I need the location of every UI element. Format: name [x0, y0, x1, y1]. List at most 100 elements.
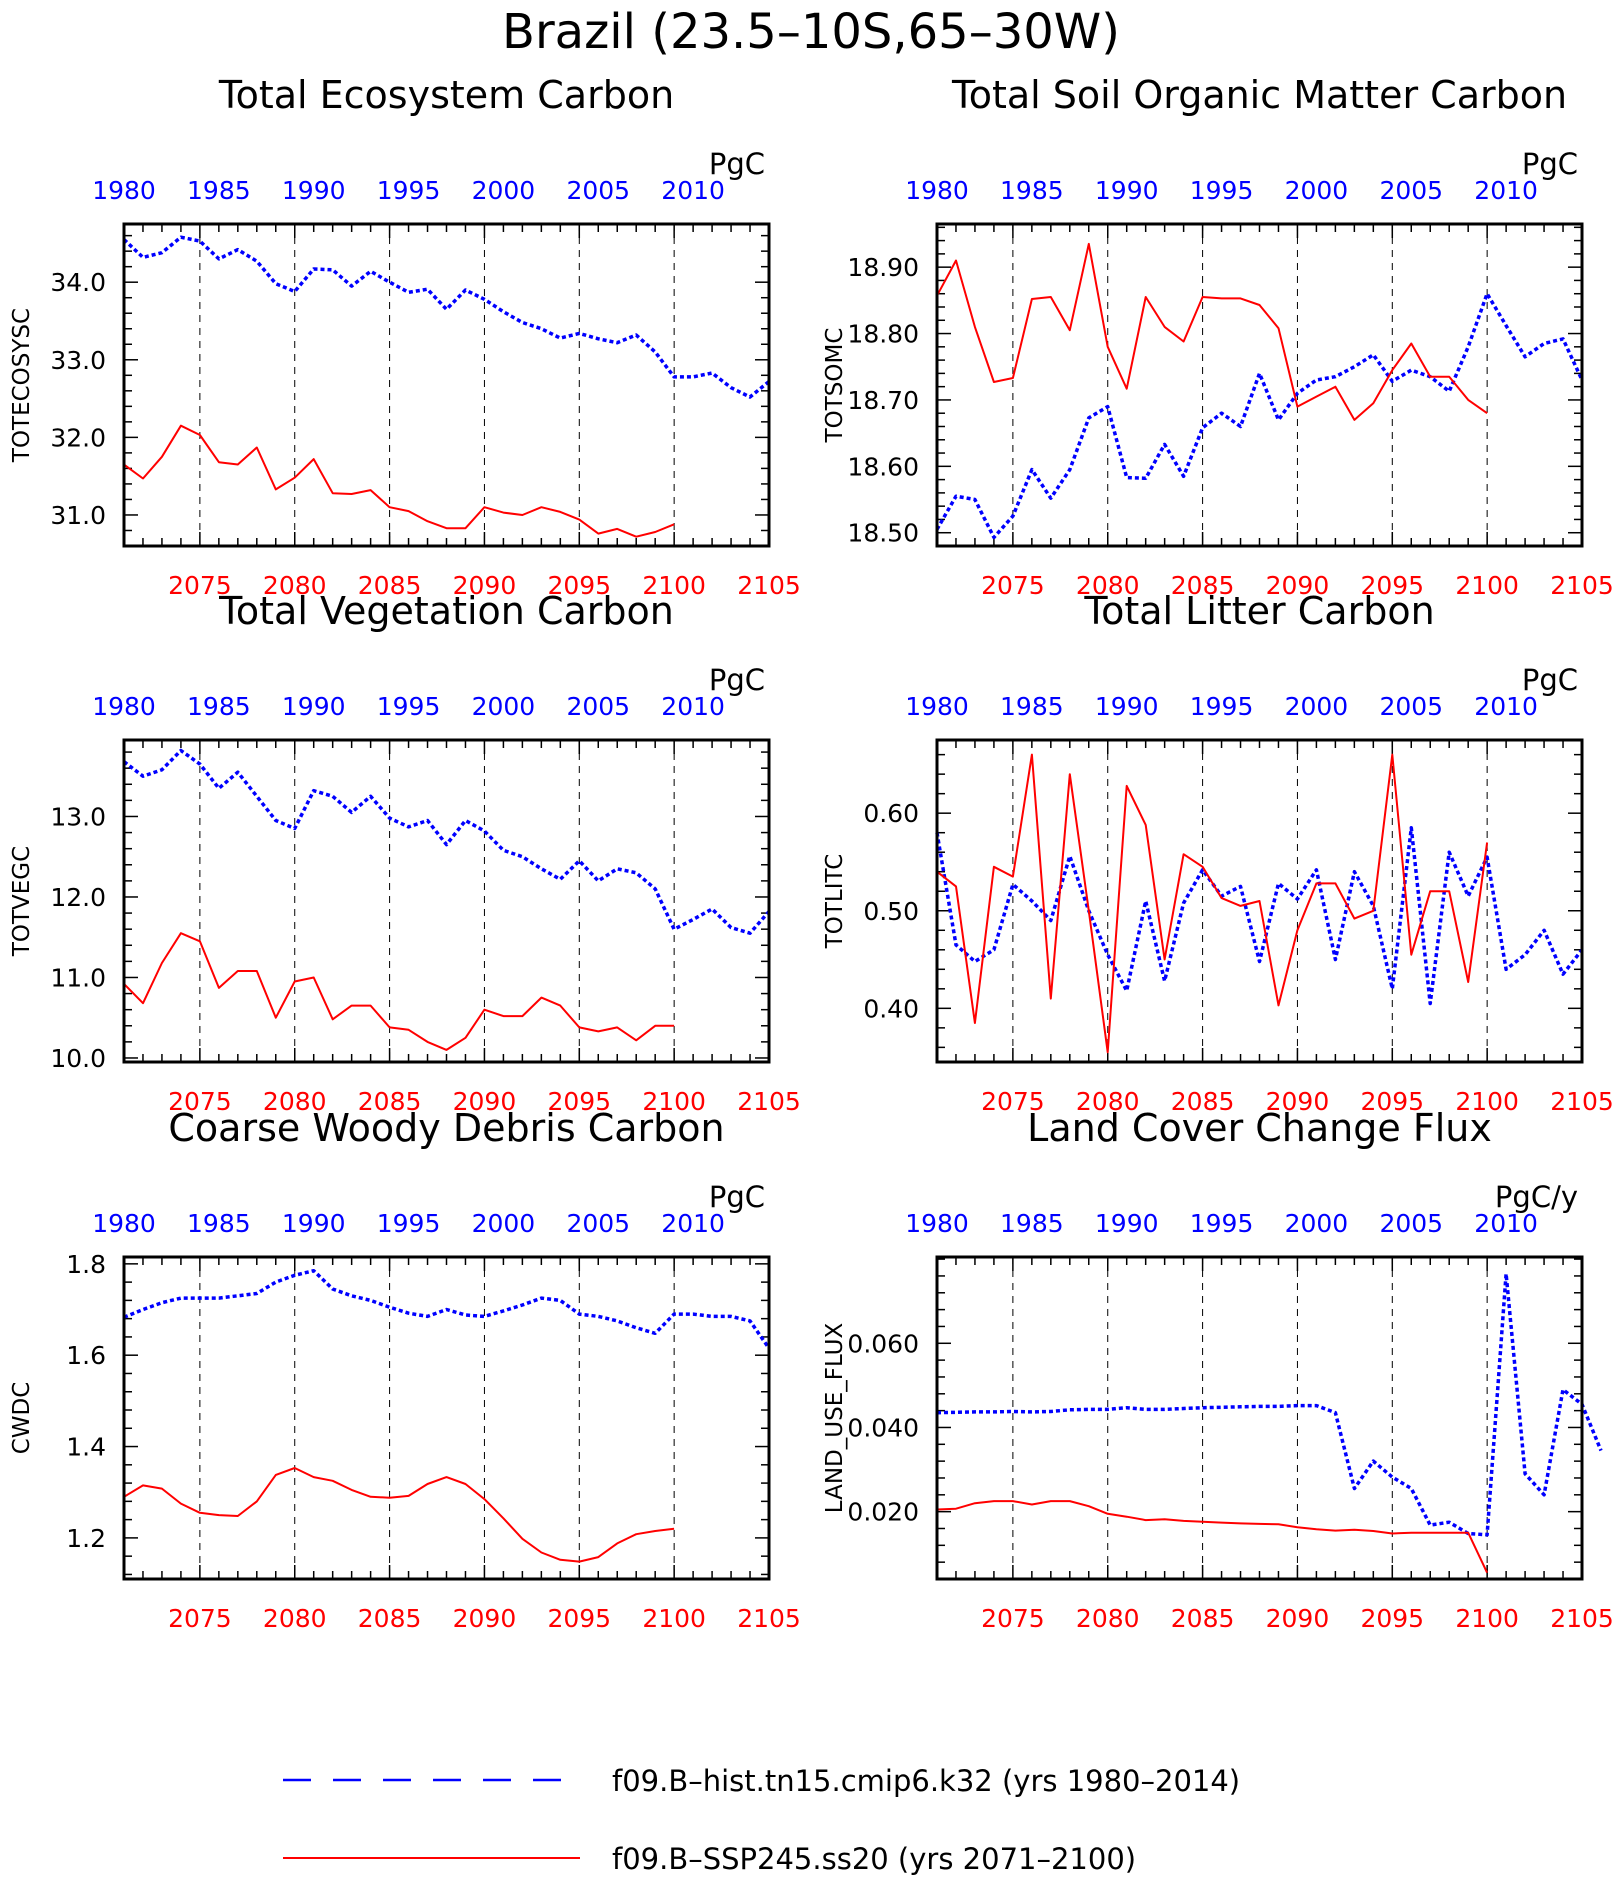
x-tick-label-top: 2010	[661, 692, 725, 721]
panel-title: Total Vegetation Carbon	[218, 589, 674, 633]
series-line-hist	[935, 826, 1584, 1006]
x-tick-label-bottom: 2075	[981, 571, 1045, 600]
series-line-hist	[935, 291, 1584, 540]
y-tick-label: 1.6	[66, 1341, 106, 1370]
y-tick-label: 0.040	[847, 1413, 919, 1442]
x-tick-label-bottom: 2095	[547, 571, 611, 600]
y-tick-label: 18.90	[847, 253, 919, 282]
y-axis-label: TOTLITC	[822, 854, 848, 950]
legend: f09.B–hist.tn15.cmip6.k32 (yrs 1980–2014…	[283, 1764, 1240, 1876]
x-tick-label-top: 1980	[92, 176, 156, 205]
y-tick-label: 0.50	[863, 897, 919, 926]
panel-3: Total Vegetation Carbon PgC TOTVEGC 2075 208…	[9, 589, 801, 1116]
plot-frame	[122, 738, 771, 1064]
x-tick-label-top: 1980	[92, 1209, 156, 1238]
x-tick-label-bottom: 2085	[1171, 1604, 1235, 1633]
x-tick-label-top: 1985	[187, 1209, 251, 1238]
x-tick-label-bottom: 2105	[1550, 1604, 1614, 1633]
x-tick-label-bottom: 2085	[358, 571, 422, 600]
x-tick-label-top: 1980	[905, 1209, 969, 1238]
panel-5: Coarse Woody Debris Carbon PgC CWDC 2075 208…	[9, 1106, 801, 1633]
x-tick-label-bottom: 2080	[1076, 1087, 1140, 1116]
x-tick-label-bottom: 2100	[642, 1604, 706, 1633]
units-label: PgC	[709, 147, 765, 181]
y-tick-label: 10.0	[50, 1044, 106, 1073]
panel-grid: Total Ecosystem Carbon PgC TOTECOSYSC 2075 2…	[9, 73, 1614, 1633]
x-tick-label-top: 2005	[1379, 176, 1443, 205]
plot-frame	[935, 222, 1584, 548]
x-tick-label-top: 2005	[566, 1209, 630, 1238]
units-label: PgC/y	[1495, 1180, 1578, 1214]
series-line-ssp	[936, 242, 1488, 421]
x-tick-label-bottom: 2105	[737, 1087, 801, 1116]
x-tick-label-bottom: 2080	[263, 1604, 327, 1633]
y-tick-label: 31.0	[50, 501, 106, 530]
y-tick-label: 18.50	[847, 519, 919, 548]
x-tick-label-bottom: 2090	[1266, 1604, 1330, 1633]
y-tick-label: 32.0	[50, 423, 106, 452]
x-tick-label-bottom: 2100	[1455, 1087, 1519, 1116]
x-tick-label-bottom: 2095	[547, 1604, 611, 1633]
x-tick-label-bottom: 2105	[1550, 1087, 1614, 1116]
x-tick-label-bottom: 2080	[1076, 1604, 1140, 1633]
panel-title: Land Cover Change Flux	[1027, 1106, 1492, 1150]
x-tick-label-bottom: 2100	[642, 1087, 706, 1116]
x-tick-label-top: 2010	[661, 176, 725, 205]
x-tick-label-bottom: 2085	[358, 1604, 422, 1633]
panel-title: Total Soil Organic Matter Carbon	[951, 73, 1567, 117]
x-tick-label-top: 2000	[472, 176, 536, 205]
y-tick-label: 12.0	[50, 883, 106, 912]
x-tick-label-bottom: 2095	[547, 1087, 611, 1116]
y-tick-label: 0.020	[847, 1498, 919, 1527]
panel-title: Coarse Woody Debris Carbon	[168, 1106, 724, 1150]
x-tick-label-top: 1995	[1190, 1209, 1254, 1238]
panel-2: Total Soil Organic Matter Carbon PgC TOTSO…	[822, 73, 1614, 600]
legend-ssp-label: f09.B–SSP245.ss20 (yrs 2071–2100)	[612, 1842, 1136, 1876]
x-tick-label-top: 1980	[92, 692, 156, 721]
x-tick-label-bottom: 2080	[263, 1087, 327, 1116]
x-tick-label-top: 1995	[377, 176, 441, 205]
x-tick-label-top: 1980	[905, 176, 969, 205]
x-tick-label-bottom: 2090	[453, 1087, 517, 1116]
x-tick-label-top: 2005	[1379, 692, 1443, 721]
legend-hist-label: f09.B–hist.tn15.cmip6.k32 (yrs 1980–2014…	[612, 1764, 1240, 1798]
series-line-ssp	[936, 753, 1489, 1054]
x-tick-label-bottom: 2105	[737, 1604, 801, 1633]
panel-title: Total Litter Carbon	[1083, 589, 1434, 633]
series-line-hist	[122, 235, 771, 399]
x-tick-label-top: 1985	[187, 176, 251, 205]
x-tick-label-top: 1995	[377, 1209, 441, 1238]
y-tick-label: 0.060	[847, 1329, 919, 1358]
y-axis-label: TOTECOSYSC	[9, 308, 35, 463]
y-axis-label: TOTSOMC	[822, 328, 848, 444]
x-tick-label-bottom: 2095	[1360, 571, 1424, 600]
x-tick-label-top: 1990	[1095, 176, 1159, 205]
panel-4: Total Litter Carbon PgC TOTLITC 2075 2080 208…	[822, 589, 1614, 1116]
x-tick-label-bottom: 2090	[453, 1604, 517, 1633]
y-tick-label: 34.0	[50, 268, 106, 297]
x-tick-label-top: 1995	[1190, 692, 1254, 721]
x-tick-label-top: 2010	[661, 1209, 725, 1238]
x-tick-label-top: 2005	[566, 176, 630, 205]
y-tick-label: 0.60	[863, 799, 919, 828]
units-label: PgC	[709, 663, 765, 697]
y-tick-label: 1.2	[66, 1524, 106, 1553]
x-tick-label-bottom: 2080	[1076, 571, 1140, 600]
plot-frame	[122, 222, 771, 548]
x-tick-label-top: 2010	[1474, 1209, 1538, 1238]
x-tick-label-top: 1995	[377, 692, 441, 721]
series-line-ssp	[936, 1500, 1489, 1574]
x-tick-label-top: 2000	[1285, 692, 1349, 721]
x-tick-label-bottom: 2085	[358, 1087, 422, 1116]
series-line-ssp	[123, 932, 675, 1051]
x-tick-label-bottom: 2095	[1360, 1604, 1424, 1633]
y-axis-label: LAND_USE_FLUX	[822, 1323, 848, 1514]
x-tick-label-top: 2000	[472, 692, 536, 721]
x-tick-label-bottom: 2075	[168, 1604, 232, 1633]
units-label: PgC	[1522, 663, 1578, 697]
x-tick-label-top: 1990	[282, 692, 346, 721]
x-tick-label-top: 2000	[1285, 1209, 1349, 1238]
x-tick-label-bottom: 2090	[1266, 571, 1330, 600]
x-tick-label-top: 2000	[472, 1209, 536, 1238]
